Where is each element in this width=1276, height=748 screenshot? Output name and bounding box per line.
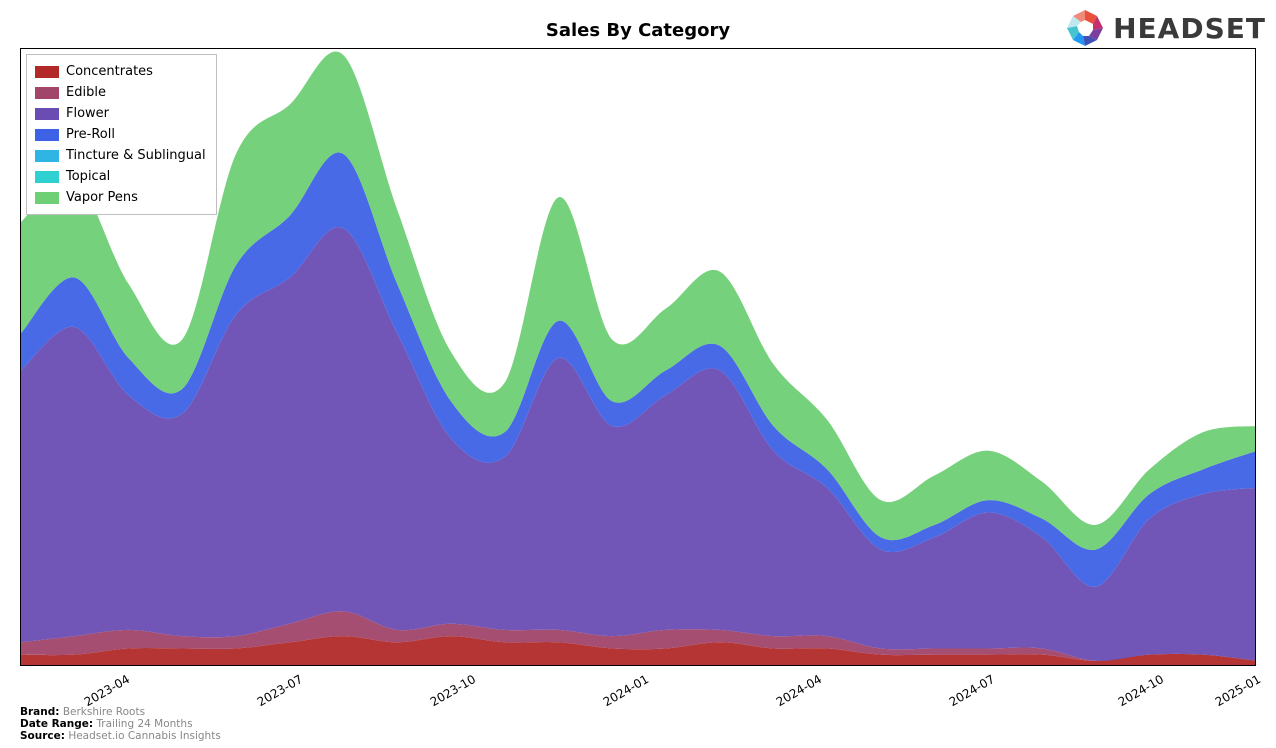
legend-label: Vapor Pens bbox=[66, 190, 138, 205]
xtick-label: 2024-04 bbox=[774, 672, 824, 709]
xtick-label: 2023-10 bbox=[428, 672, 478, 709]
legend-swatch bbox=[35, 171, 59, 183]
legend-swatch bbox=[35, 150, 59, 162]
legend-item-topical: Topical bbox=[35, 166, 206, 187]
footer-date-label: Date Range: bbox=[20, 718, 93, 730]
footer-brand-value: Berkshire Roots bbox=[63, 706, 145, 718]
footer-source-label: Source: bbox=[20, 730, 65, 742]
legend-item-flower: Flower bbox=[35, 103, 206, 124]
legend-swatch bbox=[35, 87, 59, 99]
legend-swatch bbox=[35, 192, 59, 204]
legend-item-concentrates: Concentrates bbox=[35, 61, 206, 82]
headset-logo-icon bbox=[1063, 6, 1107, 50]
xtick-label: 2023-04 bbox=[82, 672, 132, 709]
xtick-label: 2024-07 bbox=[947, 672, 997, 709]
legend-item-edible: Edible bbox=[35, 82, 206, 103]
chart-legend: Concentrates Edible Flower Pre-Roll Tincture… bbox=[26, 54, 217, 215]
footer-date-value: Trailing 24 Months bbox=[96, 718, 192, 730]
legend-item-tincture-sublingual: Tincture & Sublingual bbox=[35, 145, 206, 166]
xtick-label: 2025-01 bbox=[1213, 672, 1263, 709]
xtick-label: 2024-01 bbox=[601, 672, 651, 709]
xtick-label: 2024-10 bbox=[1116, 672, 1166, 709]
footer-brand-label: Brand: bbox=[20, 706, 59, 718]
footer-source-value: Headset.io Cannabis Insights bbox=[68, 730, 220, 742]
x-axis-tick-labels: 2023-04 2023-07 2023-10 2024-01 2024-04 2024-… bbox=[20, 666, 1256, 706]
headset-logo-text: HEADSET bbox=[1113, 12, 1266, 45]
legend-label: Flower bbox=[66, 106, 109, 121]
legend-label: Concentrates bbox=[66, 64, 153, 79]
legend-label: Tincture & Sublingual bbox=[66, 148, 206, 163]
legend-swatch bbox=[35, 66, 59, 78]
legend-label: Pre-Roll bbox=[66, 127, 115, 142]
legend-swatch bbox=[35, 108, 59, 120]
legend-item-vapor-pens: Vapor Pens bbox=[35, 187, 206, 208]
legend-swatch bbox=[35, 129, 59, 141]
legend-item-pre-roll: Pre-Roll bbox=[35, 124, 206, 145]
legend-label: Edible bbox=[66, 85, 106, 100]
headset-logo: HEADSET bbox=[1063, 6, 1266, 50]
legend-label: Topical bbox=[66, 169, 110, 184]
chart-footer-metadata: Brand: Berkshire Roots Date Range: Trail… bbox=[20, 706, 221, 742]
xtick-label: 2023-07 bbox=[255, 672, 305, 709]
